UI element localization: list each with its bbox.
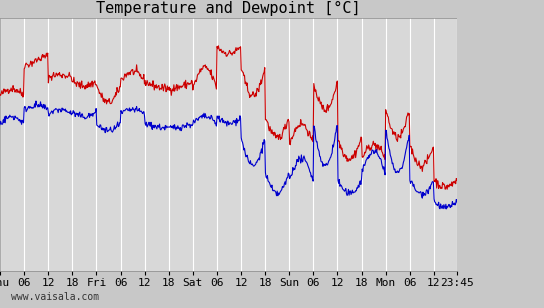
Title: Temperature and Dewpoint [°C]: Temperature and Dewpoint [°C] — [96, 1, 361, 16]
Text: www.vaisala.com: www.vaisala.com — [11, 292, 99, 302]
